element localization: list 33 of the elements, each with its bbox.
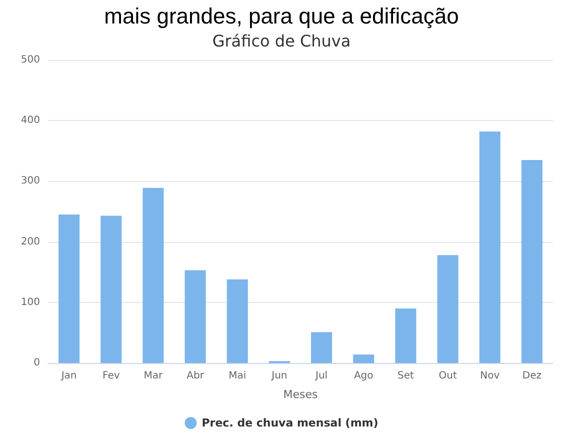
- x-tick-label: Dez: [522, 370, 542, 382]
- y-tick-label: 400: [20, 115, 40, 126]
- y-tick-label: 500: [20, 54, 40, 66]
- x-tick-label: Jan: [60, 370, 77, 382]
- x-tick-label: Jun: [270, 370, 288, 382]
- y-tick-label: 200: [20, 236, 40, 248]
- y-tick-label: 0: [34, 358, 40, 368]
- y-tick-label: 100: [20, 296, 40, 308]
- bar: [479, 132, 500, 363]
- legend-label: Prec. de chuva mensal (mm): [202, 416, 378, 430]
- x-tick-label: Jul: [314, 370, 328, 382]
- x-axis-title: Meses: [283, 388, 318, 401]
- x-tick-label: Set: [397, 370, 414, 382]
- bar: [395, 308, 416, 363]
- bar: [58, 214, 80, 363]
- x-tick-label: Mai: [228, 370, 246, 382]
- x-tick-label: Out: [438, 370, 457, 382]
- bar: [353, 354, 374, 363]
- bar: [311, 332, 332, 363]
- x-tick-label: Mar: [144, 370, 164, 382]
- bar: [226, 279, 248, 363]
- x-tick-label: Nov: [480, 370, 500, 382]
- chart-title: Gráfico de Chuva: [212, 32, 351, 50]
- bar: [184, 270, 206, 363]
- bar: [521, 160, 542, 363]
- bar: [100, 216, 122, 363]
- bar: [437, 255, 458, 363]
- y-tick-label: 300: [20, 176, 40, 187]
- x-tick-label: Abr: [186, 370, 205, 382]
- bar: [142, 188, 164, 363]
- x-tick-label: Fev: [102, 370, 120, 382]
- x-tick-label: Ago: [354, 370, 374, 382]
- text: mais grandes, para que a edificação: [104, 4, 459, 28]
